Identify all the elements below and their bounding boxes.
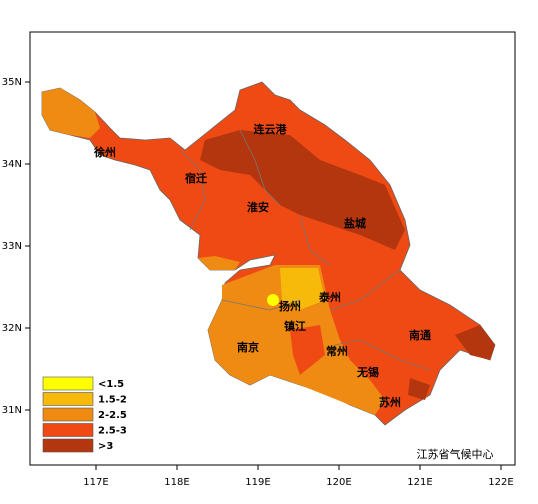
city-label: 镇江 [284, 319, 306, 333]
y-tick-label: 33N [2, 241, 22, 252]
city-label: 连云港 [254, 122, 288, 136]
legend-label: >3 [98, 441, 113, 452]
x-tick-label: 121E [407, 477, 432, 488]
legend-label: <1.5 [98, 379, 124, 390]
y-tick-label: 35N [2, 77, 22, 88]
legend-swatch [42, 376, 94, 391]
city-label: 盐城 [344, 216, 366, 230]
legend-swatch [42, 438, 94, 453]
city-label: 南京 [237, 340, 259, 354]
x-tick-label: 120E [326, 477, 351, 488]
y-tick-label: 34N [2, 159, 22, 170]
city-label: 泰州 [318, 290, 341, 304]
city-label: 淮安 [247, 200, 269, 214]
credit: 江苏省气候中心 [417, 447, 494, 461]
legend-label: 2.5-3 [98, 426, 127, 437]
city-label: 扬州 [279, 299, 301, 313]
legend-label: 1.5-2 [98, 395, 127, 406]
province-map [41, 81, 496, 426]
x-tick-label: 118E [164, 477, 189, 488]
city-label: 徐州 [93, 145, 116, 159]
legend-swatch [42, 392, 94, 406]
x-tick-label: 119E [245, 477, 270, 488]
city-label: 宿迁 [185, 171, 207, 185]
city-labels: 连云港 徐州 宿迁 淮安 盐城 扬州 泰州 镇江 南京 常州 南通 无锡 苏州 [93, 122, 431, 409]
legend-swatch [42, 407, 94, 422]
x-tick-label: 122E [488, 477, 513, 488]
legend: <1.5 1.5-2 2-2.5 2.5-3 >3 [42, 376, 127, 453]
city-label: 南通 [409, 328, 431, 342]
legend-label: 2-2.5 [98, 410, 127, 421]
axes: 117E 118E 119E 120E 121E 122E 35N 34N 33N 32N 31N [2, 77, 514, 488]
y-tick-label: 32N [2, 323, 22, 334]
city-label: 苏州 [379, 395, 401, 409]
legend-swatch [42, 423, 94, 437]
city-label: 无锡 [356, 365, 379, 379]
x-tick-label: 117E [83, 477, 108, 488]
y-tick-label: 31N [2, 405, 22, 416]
city-label: 常州 [326, 344, 348, 358]
